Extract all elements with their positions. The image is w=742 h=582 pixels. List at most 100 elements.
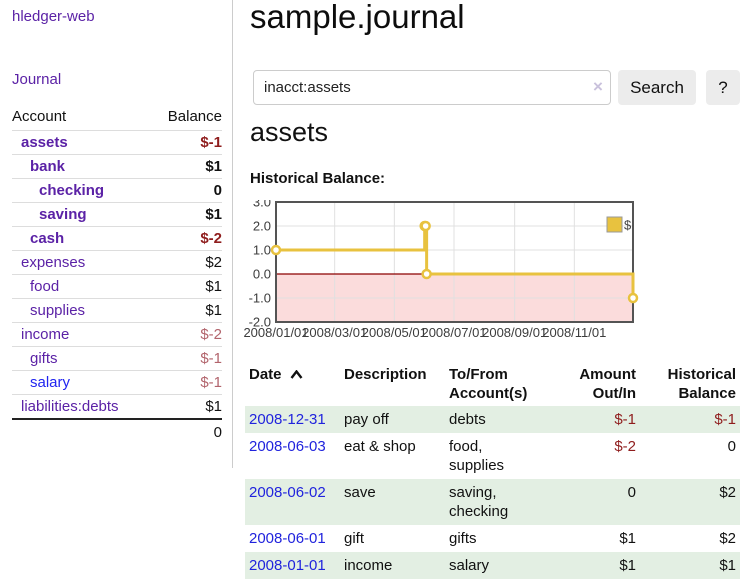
- transaction-accounts: salary: [449, 557, 490, 574]
- svg-text:-1.0: -1.0: [249, 291, 271, 306]
- transaction-amount: $-2: [614, 438, 636, 455]
- svg-text:2008/11/01: 2008/11/01: [542, 325, 606, 340]
- account-row: assets $-1: [12, 130, 222, 155]
- transaction-amount: $-1: [614, 411, 636, 428]
- account-row: supplies $1: [12, 298, 222, 323]
- search-input[interactable]: [253, 70, 611, 105]
- svg-text:2008/09/01: 2008/09/01: [482, 325, 547, 340]
- transaction-description: pay off: [344, 411, 389, 428]
- account-balance: 0: [151, 178, 222, 203]
- account-balance: $1: [151, 394, 222, 420]
- transaction-accounts: debts: [449, 411, 486, 428]
- svg-text:1.0: 1.0: [253, 243, 271, 258]
- svg-text:2.0: 2.0: [253, 219, 271, 234]
- transaction-description: gift: [344, 530, 365, 547]
- svg-text:$: $: [624, 218, 632, 233]
- svg-text:2008/07/01: 2008/07/01: [421, 325, 486, 340]
- svg-text:2008/01/01: 2008/01/01: [243, 325, 308, 340]
- transaction-amount: 0: [627, 484, 636, 501]
- svg-text:3.0: 3.0: [253, 200, 271, 210]
- register-row: 2008-06-03 eat & shop food, supplies $-2 0: [245, 433, 740, 479]
- register-row: 2008-01-01 income salary $1 $1: [245, 552, 740, 579]
- svg-text:0.0: 0.0: [253, 267, 271, 282]
- account-balance: $-1: [151, 370, 222, 395]
- clear-search-icon[interactable]: ×: [593, 77, 603, 96]
- account-heading: assets: [250, 117, 329, 147]
- register-table: Date Description To/From Account(s) Amou…: [245, 362, 740, 579]
- help-button[interactable]: ?: [706, 70, 740, 105]
- transaction-balance: $2: [719, 530, 736, 547]
- accounts-table-body: assets $-1 bank $1 checking 0 saving $1 cash $-2 e…: [12, 130, 222, 420]
- account-balance: $1: [151, 274, 222, 299]
- sidebar: hledger-web Journal Account Balance asse…: [0, 0, 233, 468]
- account-link-gifts[interactable]: gifts: [30, 350, 58, 367]
- account-link-bank[interactable]: bank: [30, 158, 66, 175]
- account-link-expenses[interactable]: expenses: [21, 254, 86, 271]
- transaction-description: eat & shop: [344, 438, 416, 455]
- account-row: food $1: [12, 274, 222, 299]
- transaction-accounts: gifts: [449, 530, 477, 547]
- accounts-table: Account Balance assets $-1 bank $1 checking 0…: [12, 104, 222, 444]
- transaction-description: income: [344, 557, 393, 574]
- account-link-cash[interactable]: cash: [30, 230, 65, 247]
- account-link-supplies[interactable]: supplies: [30, 302, 86, 319]
- account-balance: $2: [151, 250, 222, 275]
- account-link-liabilities-debts[interactable]: liabilities:debts: [21, 398, 119, 415]
- accounts-col-balance: Balance: [151, 104, 222, 131]
- account-link-assets[interactable]: assets: [21, 134, 68, 151]
- page-title: sample.journal: [250, 0, 465, 35]
- account-row: checking 0: [12, 178, 222, 203]
- transaction-date-cell: 2008-01-01: [245, 552, 340, 579]
- transaction-balance: 0: [727, 438, 736, 455]
- register-col-balance: Historical Balance: [667, 366, 736, 402]
- account-row: income $-2: [12, 322, 222, 347]
- transaction-date-link[interactable]: 2008-12-31: [249, 411, 326, 428]
- account-row: gifts $-1: [12, 346, 222, 371]
- transaction-date-cell: 2008-06-03: [245, 433, 340, 479]
- app-brand-link[interactable]: hledger-web: [12, 8, 95, 25]
- svg-text:2008/03/01: 2008/03/01: [302, 325, 367, 340]
- account-balance: $-1: [151, 130, 222, 155]
- register-col-amount: Amount Out/In: [579, 366, 636, 402]
- account-balance: $1: [151, 298, 222, 323]
- register-header-row: Date Description To/From Account(s) Amou…: [245, 362, 740, 406]
- historical-balance-chart: $3.0 2.0 1.0 0.0 -1.0 -2.02008/01/012008/03/0…: [243, 200, 639, 340]
- transaction-date-link[interactable]: 2008-06-03: [249, 438, 326, 455]
- accounts-col-account: Account: [12, 104, 152, 131]
- account-link-income[interactable]: income: [21, 326, 70, 343]
- account-balance: $-2: [151, 322, 222, 347]
- account-balance: $1: [151, 202, 222, 227]
- transaction-date-cell: 2008-12-31: [245, 406, 340, 433]
- svg-text:-2.0: -2.0: [249, 315, 271, 330]
- register-table-body: 2008-12-31 pay off debts $-1 $-1 2008-06-03 ea…: [245, 406, 740, 579]
- register-col-date-label: Date: [249, 366, 282, 383]
- transaction-amount: $1: [619, 530, 636, 547]
- account-link-saving[interactable]: saving: [39, 206, 87, 223]
- register-col-date[interactable]: Date: [245, 362, 340, 406]
- transaction-balance: $1: [719, 557, 736, 574]
- account-row: liabilities:debts $1: [12, 394, 222, 420]
- accounts-total-row: 0: [12, 418, 222, 444]
- transaction-date-link[interactable]: 2008-01-01: [249, 557, 326, 574]
- accounts-header-row: Account Balance: [12, 104, 222, 131]
- transaction-description: save: [344, 484, 376, 501]
- account-row: cash $-2: [12, 226, 222, 251]
- account-link-food[interactable]: food: [30, 278, 60, 295]
- svg-text:2008/05/01: 2008/05/01: [362, 325, 427, 340]
- transaction-date-link[interactable]: 2008-06-02: [249, 484, 326, 501]
- transaction-date-cell: 2008-06-02: [245, 479, 340, 525]
- account-row: bank $1: [12, 154, 222, 179]
- account-row: saving $1: [12, 202, 222, 227]
- register-col-accounts: To/From Account(s): [449, 366, 528, 402]
- register-row: 2008-06-02 save saving, checking 0 $2: [245, 479, 740, 525]
- transaction-date-link[interactable]: 2008-06-01: [249, 530, 326, 547]
- register-col-description: Description: [344, 366, 427, 383]
- account-link-salary[interactable]: salary: [30, 374, 71, 391]
- search-button[interactable]: Search: [618, 70, 696, 105]
- account-balance: $-1: [151, 346, 222, 371]
- accounts-total-value: 0: [151, 418, 222, 444]
- chart-title: Historical Balance:: [250, 170, 386, 187]
- account-link-checking[interactable]: checking: [39, 182, 105, 199]
- sidebar-item-journal[interactable]: Journal: [12, 71, 62, 88]
- transaction-balance: $2: [719, 484, 736, 501]
